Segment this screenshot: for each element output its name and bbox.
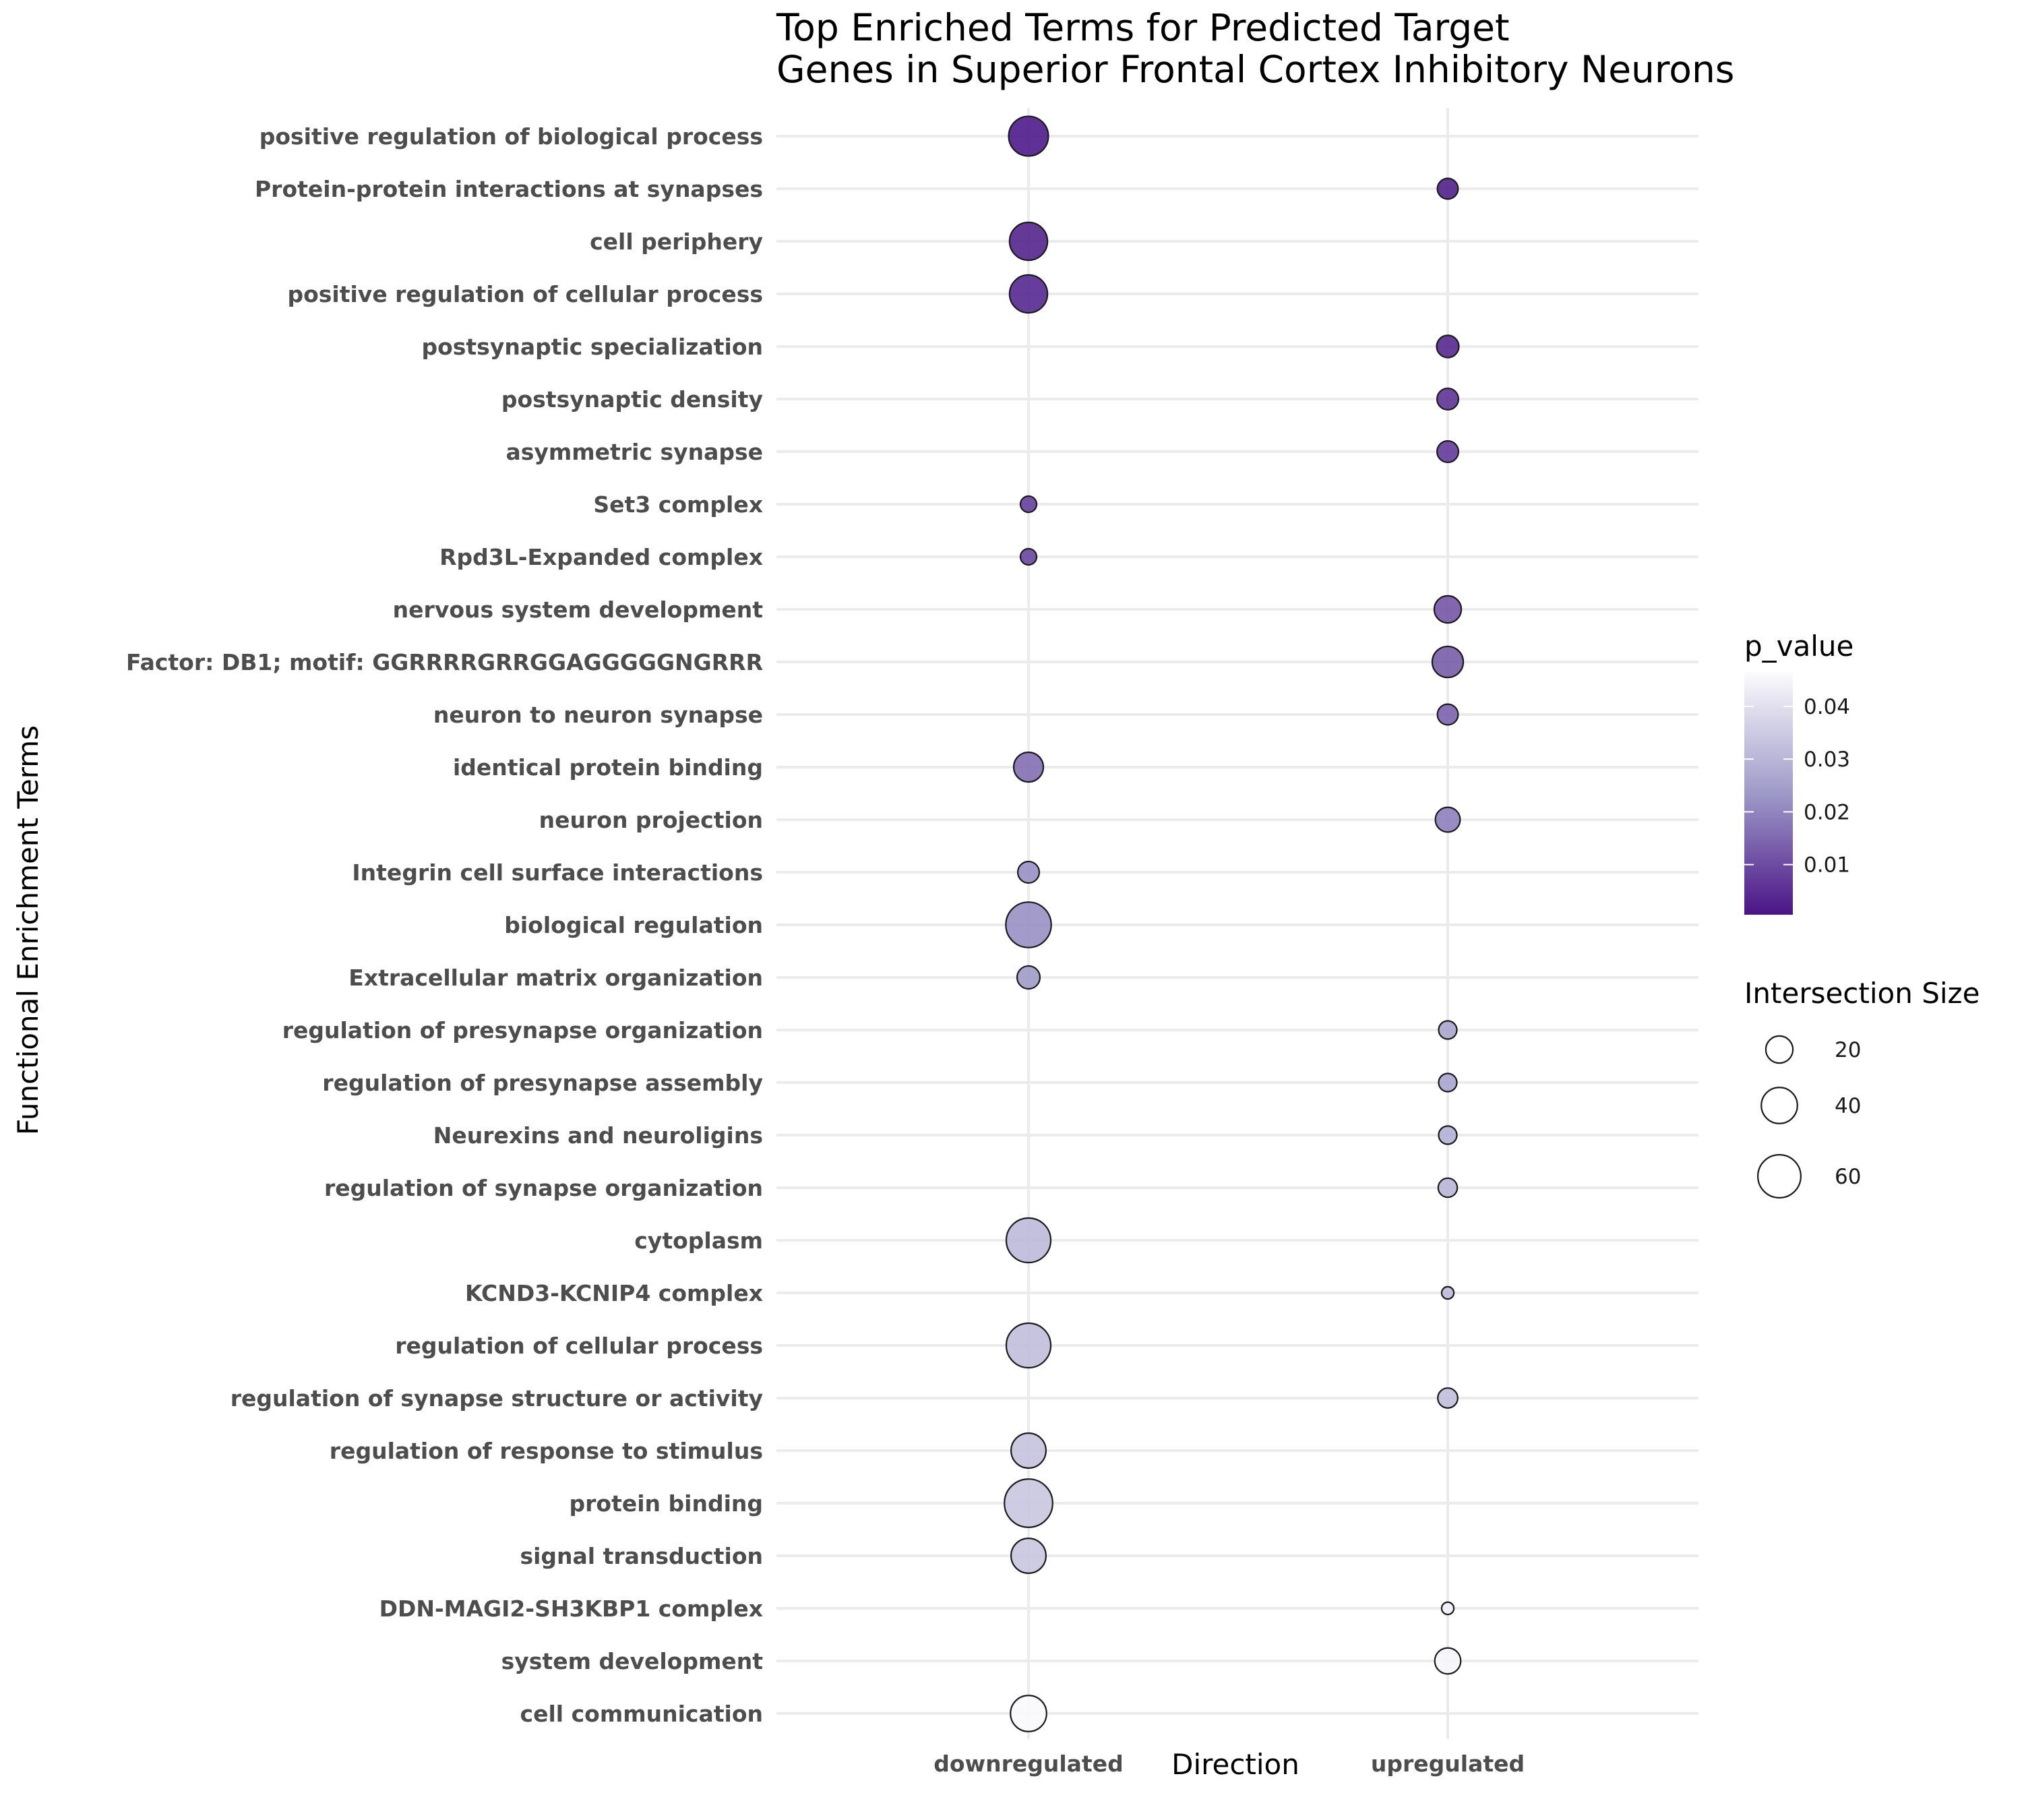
y-tick-label: Integrin cell surface interactions [352,859,763,886]
size-legend-key-label: 60 [1835,1165,1861,1189]
y-tick-label: regulation of cellular process [395,1333,763,1359]
y-tick-label: regulation of synapse organization [324,1175,763,1201]
color-legend-tick-label: 0.03 [1804,748,1850,772]
bubble-regulation-of-response-to-stimulus [1010,1432,1047,1469]
bubble-postsynaptic-density [1436,387,1460,411]
x-tick-label-upregulated: upregulated [1371,1751,1525,1777]
y-tick-label: KCND3-KCNIP4 complex [465,1280,763,1306]
bubble-rpd3l-expanded-complex [1019,547,1038,566]
y-tick-label: regulation of presynapse organization [282,1017,763,1043]
y-tick-label: cell periphery [590,229,763,255]
bubble-integrin-cell-surface-interactions [1016,860,1041,884]
bubble-regulation-of-presynapse-assembly [1438,1072,1458,1093]
grid-lines [776,108,1698,1739]
y-tick-label: neuron projection [539,807,763,833]
y-tick-label: nervous system development [393,597,764,623]
x-tick-label-downregulated: downregulated [933,1751,1123,1777]
color-legend: p_value 0.04 0.03 0.02 0.01 [1744,630,1854,915]
y-tick-label: regulation of synapse structure or activ… [231,1385,763,1412]
data-points [1004,115,1465,1732]
y-tick-label: postsynaptic specialization [421,334,763,360]
x-axis-title: Direction [1171,1748,1299,1781]
color-legend-tick-label: 0.04 [1804,695,1850,719]
y-axis-title: Functional Enrichment Terms [11,725,44,1135]
bubble-neuron-projection [1434,806,1461,833]
bubble-system-development [1434,1647,1462,1675]
bubble-neuron-to-neuron-synapse [1436,703,1459,726]
bubble-extracellular-matrix-organization [1016,965,1041,990]
bubble-kcnd3-kcnip4-complex [1440,1285,1455,1300]
bubble-regulation-of-cellular-process [1005,1322,1052,1369]
y-tick-label: Rpd3L-Expanded complex [439,544,763,570]
y-tick-label: Extracellular matrix organization [348,965,763,991]
y-tick-label: postsynaptic density [501,386,763,413]
size-legend-key-label: 20 [1835,1038,1861,1062]
size-legend-key-label: 40 [1835,1094,1861,1118]
color-legend-title: p_value [1744,630,1854,663]
bubble-asymmetric-synapse [1436,439,1460,464]
bubble-postsynaptic-specialization [1436,334,1460,359]
y-tick-label: DDN-MAGI2-SH3KBP1 complex [379,1596,763,1622]
bubble-factor-db1-motif-ggrrrrgrrggagggggngrrr [1431,645,1465,679]
size-legend-key-circle [1765,1035,1794,1064]
y-tick-label: Set3 complex [593,491,763,518]
bubble-positive-regulation-of-cellular-process [1008,274,1049,314]
y-tick-label: protein binding [570,1490,764,1517]
bubble-regulation-of-synapse-structure-or-activity [1437,1387,1459,1409]
bubble-identical-protein-binding [1012,751,1045,783]
y-tick-label: regulation of presynapse assembly [322,1070,763,1096]
size-legend-title: Intersection Size [1744,977,1980,1010]
y-tick-label: asymmetric synapse [506,439,763,465]
bubble-protein-protein-interactions-at-synapses [1436,177,1459,200]
size-legend-key-circle [1757,1154,1802,1199]
color-legend-bar [1744,672,1793,915]
bubble-biological-regulation [1005,901,1052,948]
bubble-cytoplasm [1005,1217,1052,1264]
size-legend: Intersection Size 20 40 60 [1744,977,1980,1199]
y-tick-label: signal transduction [520,1543,763,1569]
chart-title-line-2: Genes in Superior Frontal Cortex Inhibit… [776,48,1734,91]
y-tick-label: Neurexins and neuroligins [433,1122,763,1149]
y-tick-label: neuron to neuron synapse [433,702,763,728]
bubble-set3-complex [1019,495,1038,514]
y-axis-tick-labels: positive regulation of biological proces… [126,123,763,1727]
bubble-cell-periphery [1008,221,1049,262]
y-tick-label: cell communication [520,1701,763,1727]
y-tick-label: system development [501,1648,764,1674]
x-axis-tick-labels: downregulated upregulated [933,1751,1525,1777]
y-tick-label: cytoplasm [634,1227,763,1254]
bubble-nervous-system-development [1433,595,1463,624]
size-legend-keys: 20 40 60 [1757,1035,1861,1199]
bubble-cell-communication [1010,1695,1047,1732]
y-tick-label: regulation of response to stimulus [330,1438,763,1464]
color-legend-ticks: 0.04 0.03 0.02 0.01 [1744,695,1850,878]
y-tick-label: positive regulation of biological proces… [259,123,763,150]
bubble-neurexins-and-neuroligins [1438,1125,1458,1145]
y-tick-label: Protein-protein interactions at synapses [255,176,763,202]
color-legend-tick-label: 0.02 [1804,800,1850,824]
bubble-positive-regulation-of-biological-process [1008,115,1049,157]
color-legend-tick-label: 0.01 [1804,853,1850,878]
chart-title-line-1: Top Enriched Terms for Predicted Target [776,6,1510,49]
bubble-protein-binding [1004,1478,1053,1528]
y-tick-label: positive regulation of cellular process [287,281,763,307]
y-tick-label: biological regulation [504,912,763,938]
size-legend-key-circle [1760,1087,1798,1124]
y-tick-label: Factor: DB1; motif: GGRRRRGRRGGAGGGGGNGR… [126,649,763,675]
bubble-signal-transduction [1010,1538,1047,1574]
bubble-regulation-of-synapse-organization [1437,1177,1459,1199]
bubble-ddn-magi2-sh3kbp1-complex [1440,1601,1455,1616]
y-tick-label: identical protein binding [453,754,763,781]
bubble-regulation-of-presynapse-organization [1438,1020,1458,1040]
